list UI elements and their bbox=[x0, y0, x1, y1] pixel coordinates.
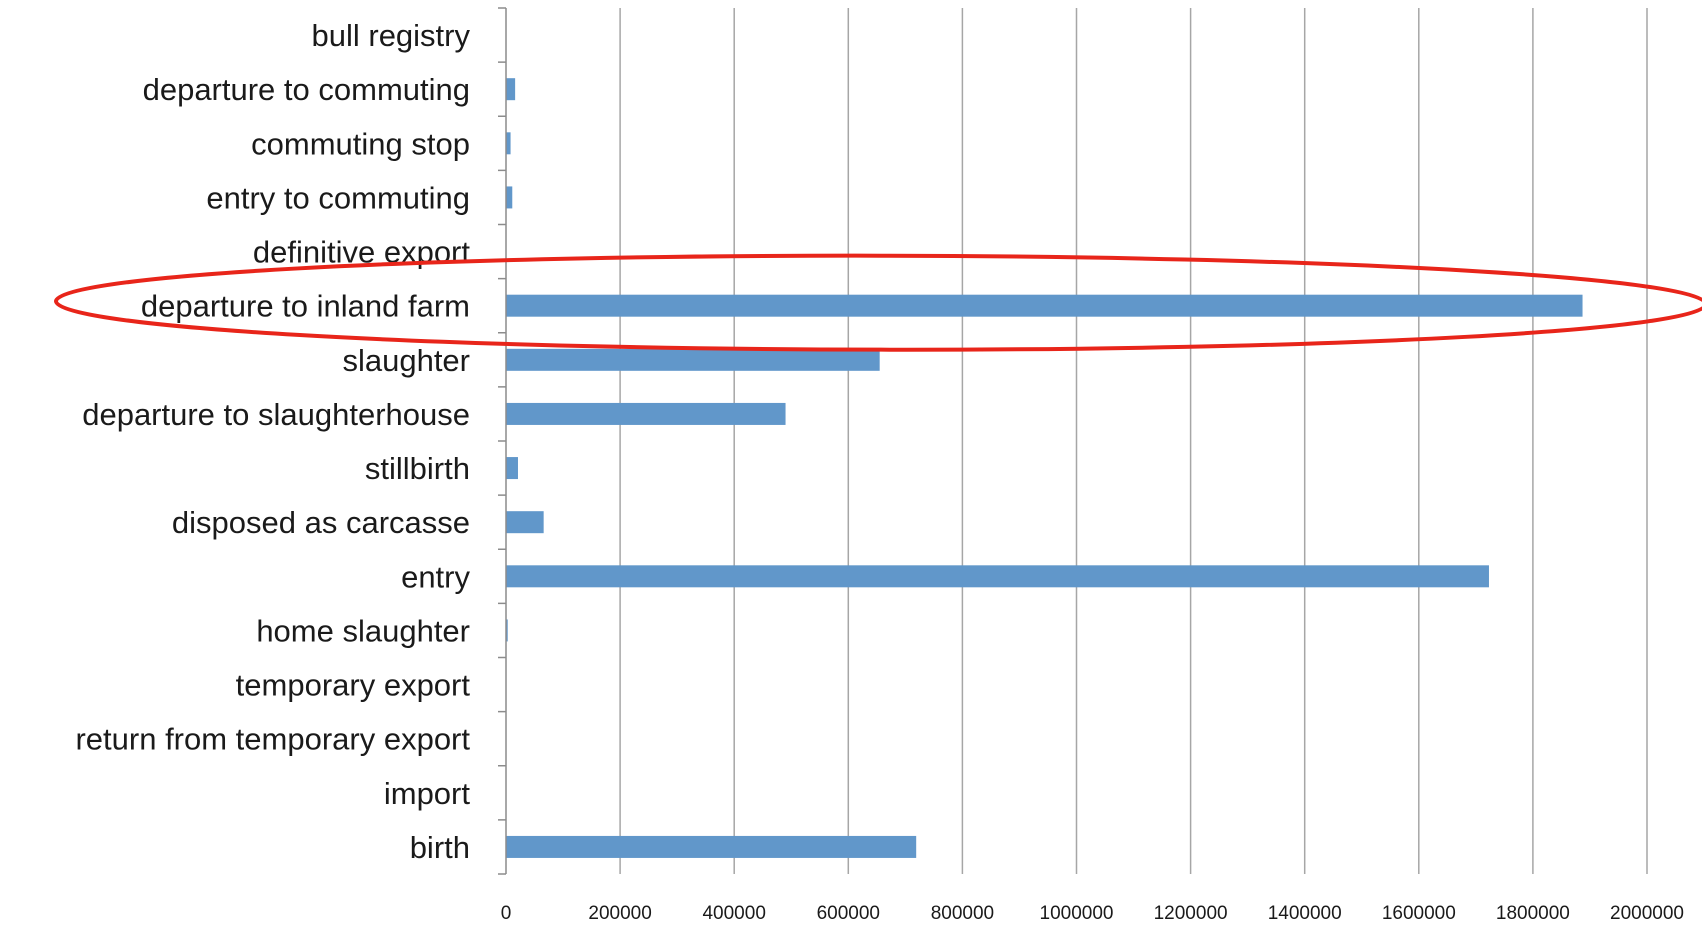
x-tick-label-400000: 400000 bbox=[702, 903, 765, 924]
x-tick-labels: 0 200000 400000 600000 800000 1000000 1200000 1… bbox=[501, 903, 1684, 924]
bar bbox=[506, 78, 516, 101]
bars bbox=[506, 78, 1583, 858]
bar bbox=[506, 619, 508, 642]
bar bbox=[506, 565, 1489, 588]
bar bbox=[506, 511, 544, 534]
category-label: departure to commuting bbox=[143, 72, 470, 107]
category-label: departure to inland farm bbox=[141, 289, 470, 324]
gridlines bbox=[619, 8, 1648, 874]
category-label: departure to slaughterhouse bbox=[82, 397, 470, 432]
category-label: import bbox=[384, 776, 471, 811]
x-tick-label-600000: 600000 bbox=[817, 903, 880, 924]
category-label: entry to commuting bbox=[206, 180, 470, 215]
category-label: commuting stop bbox=[251, 126, 470, 161]
x-tick-label-1000000: 1000000 bbox=[1040, 903, 1114, 924]
category-label: slaughter bbox=[342, 343, 470, 378]
bar bbox=[506, 402, 786, 425]
x-tick-label-1400000: 1400000 bbox=[1268, 903, 1342, 924]
category-label: return from temporary export bbox=[75, 722, 470, 757]
category-label: entry bbox=[401, 559, 470, 594]
y-axis bbox=[498, 7, 507, 875]
category-label: birth bbox=[410, 830, 470, 865]
x-tick-label-1200000: 1200000 bbox=[1154, 903, 1228, 924]
bar bbox=[506, 835, 917, 858]
bar bbox=[506, 186, 513, 209]
annotations bbox=[54, 253, 1702, 352]
category-label: disposed as carcasse bbox=[172, 505, 470, 540]
x-tick-label-0: 0 bbox=[501, 903, 512, 924]
bar bbox=[506, 294, 1583, 317]
bar bbox=[506, 348, 880, 371]
x-tick-label-1800000: 1800000 bbox=[1496, 903, 1570, 924]
x-tick-label-1600000: 1600000 bbox=[1382, 903, 1456, 924]
category-label: stillbirth bbox=[365, 451, 470, 486]
category-labels: bull registry departure to commuting commu… bbox=[75, 18, 470, 865]
category-label: home slaughter bbox=[256, 613, 470, 648]
category-label: temporary export bbox=[236, 668, 471, 703]
bar bbox=[506, 457, 518, 480]
category-label: bull registry bbox=[312, 18, 471, 53]
x-tick-label-800000: 800000 bbox=[931, 903, 994, 924]
bar bbox=[506, 132, 511, 155]
x-tick-label-2000000: 2000000 bbox=[1610, 903, 1684, 924]
x-tick-label-200000: 200000 bbox=[588, 903, 651, 924]
highlight-ellipse bbox=[54, 253, 1702, 352]
